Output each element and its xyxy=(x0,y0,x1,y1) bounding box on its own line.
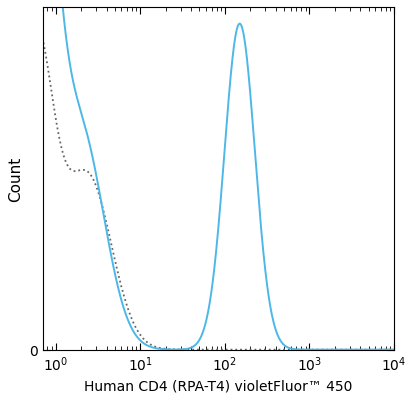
X-axis label: Human CD4 (RPA-T4) violetFluor™ 450: Human CD4 (RPA-T4) violetFluor™ 450 xyxy=(84,379,352,393)
Y-axis label: Count: Count xyxy=(8,156,23,202)
